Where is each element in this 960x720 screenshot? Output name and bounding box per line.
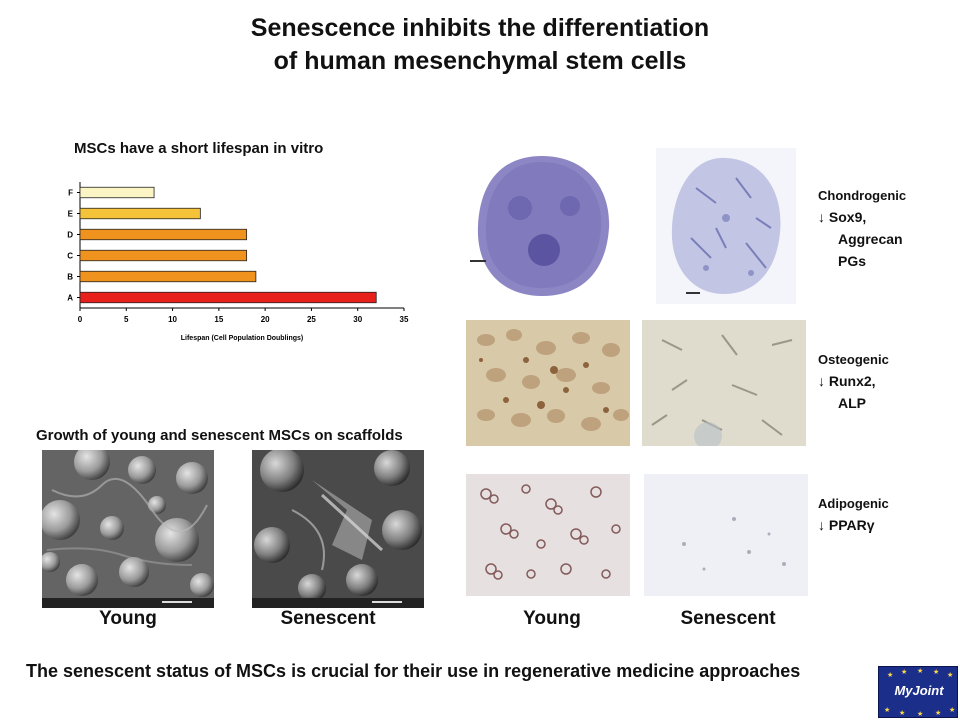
bar-b	[79, 270, 257, 283]
bar-a	[79, 291, 377, 304]
osteogenic-young-image	[466, 320, 630, 446]
bar-e	[79, 207, 201, 220]
chondrogenic-label: Chondrogenic ↓ Sox9, Aggrecan PGs	[818, 186, 906, 272]
slide-title-line-2: of human mesenchymal stem cells	[273, 47, 687, 75]
slide-title: Senescence inhibits the differentiation …	[0, 12, 960, 78]
osteogenic-senescent-image	[642, 320, 806, 446]
chondrogenic-senescent-image	[656, 148, 796, 304]
star-icon: ★	[884, 707, 891, 714]
slide-title-line-1: Senescence inhibits the differentiation	[250, 14, 710, 42]
adipogenic-marker-1: PPARγ	[828, 517, 875, 533]
scaffold-senescent-caption: Senescent	[280, 608, 376, 629]
bar-f	[79, 186, 155, 199]
star-icon: ★	[947, 672, 954, 679]
y-tick-label-d: D	[67, 231, 73, 240]
chondrogenic-marker-2: Aggrecan	[838, 231, 903, 247]
y-tick-label-b: B	[67, 273, 73, 282]
osteogenic-marker-1: Runx2,	[828, 373, 876, 389]
adipogenic-heading: Adipogenic	[818, 496, 889, 511]
x-tick-label: 25	[307, 315, 316, 324]
x-tick-label: 10	[168, 315, 177, 324]
myjoint-logo: ★ ★ ★ ★ ★ ★ ★ ★ ★ ★ MyJoint	[878, 666, 958, 718]
y-tick-label-f: F	[68, 189, 73, 198]
star-icon: ★	[933, 669, 940, 676]
scaffold-young-sem-image	[42, 450, 214, 608]
star-icon: ★	[935, 710, 942, 717]
adipogenic-label: Adipogenic ↓ PPARγ	[818, 494, 889, 536]
x-axis-label: Lifespan (Cell Population Doublings)	[181, 335, 304, 342]
x-tick-label: 0	[78, 315, 83, 324]
differentiation-senescent-caption: Senescent	[680, 608, 776, 629]
y-tick-label-e: E	[68, 210, 74, 219]
y-tick-label-c: C	[67, 252, 73, 261]
y-tick-label-a: A	[67, 294, 73, 303]
chondrogenic-heading: Chondrogenic	[818, 188, 907, 203]
lifespan-bar-chart: A B C D E F 0 5 10 15 20 25 30 35 Lifespan (Cell Popul…	[67, 182, 409, 342]
chart-title: MSCs have a short lifespan in vitro	[74, 140, 324, 157]
scaffold-young-caption: Young	[99, 608, 157, 629]
x-tick-label: 20	[261, 315, 270, 324]
adipogenic-senescent-image	[644, 474, 808, 596]
star-icon: ★	[917, 668, 924, 675]
x-tick-label: 15	[214, 315, 223, 324]
down-arrow-icon: ↓	[818, 517, 825, 533]
osteogenic-heading: Osteogenic	[818, 352, 889, 367]
chondrogenic-marker-3: PGs	[838, 253, 867, 269]
star-icon: ★	[917, 711, 924, 718]
down-arrow-icon: ↓	[818, 209, 825, 225]
scaffold-section-title: Growth of young and senescent MSCs on sc…	[36, 427, 403, 444]
osteogenic-marker-2: ALP	[838, 395, 866, 411]
x-tick-label: 35	[400, 315, 409, 324]
star-icon: ★	[887, 672, 894, 679]
star-icon: ★	[949, 707, 956, 714]
bar-d	[79, 228, 248, 241]
logo-text: MyJoint	[894, 683, 944, 698]
chondrogenic-young-image	[466, 148, 618, 304]
differentiation-young-caption: Young	[523, 608, 581, 629]
star-icon: ★	[899, 710, 906, 717]
osteogenic-label: Osteogenic ↓ Runx2, ALP	[818, 350, 889, 414]
down-arrow-icon: ↓	[818, 373, 825, 389]
star-icon: ★	[901, 669, 908, 676]
footer-conclusion: The senescent status of MSCs is crucial …	[26, 661, 801, 681]
x-tick-label: 30	[353, 315, 362, 324]
scaffold-senescent-sem-image	[252, 450, 424, 608]
adipogenic-young-image	[466, 474, 630, 596]
chondrogenic-marker-1: Sox9,	[828, 209, 867, 225]
bar-c	[79, 249, 248, 262]
x-tick-label: 5	[124, 315, 129, 324]
